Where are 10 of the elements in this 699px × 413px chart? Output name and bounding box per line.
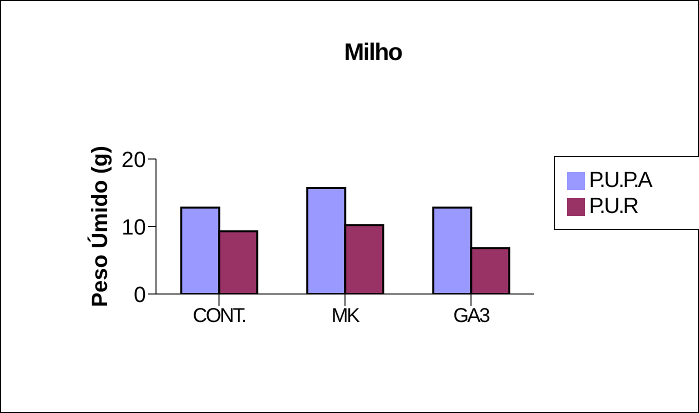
- legend-label: P.U.R: [589, 193, 638, 218]
- chart-title: Milho: [343, 39, 403, 67]
- x-tick-label: GA3: [453, 305, 490, 328]
- legend-label: P.U.P.A: [589, 167, 652, 192]
- y-axis-title: Peso Úmido (g): [86, 146, 112, 308]
- y-tick-label: 20: [122, 146, 146, 172]
- y-tick-label: 10: [122, 214, 146, 240]
- x-tick-label: CONT.: [192, 305, 246, 328]
- x-tick-label: MK: [332, 305, 361, 328]
- y-tick-label: 0: [134, 282, 146, 307]
